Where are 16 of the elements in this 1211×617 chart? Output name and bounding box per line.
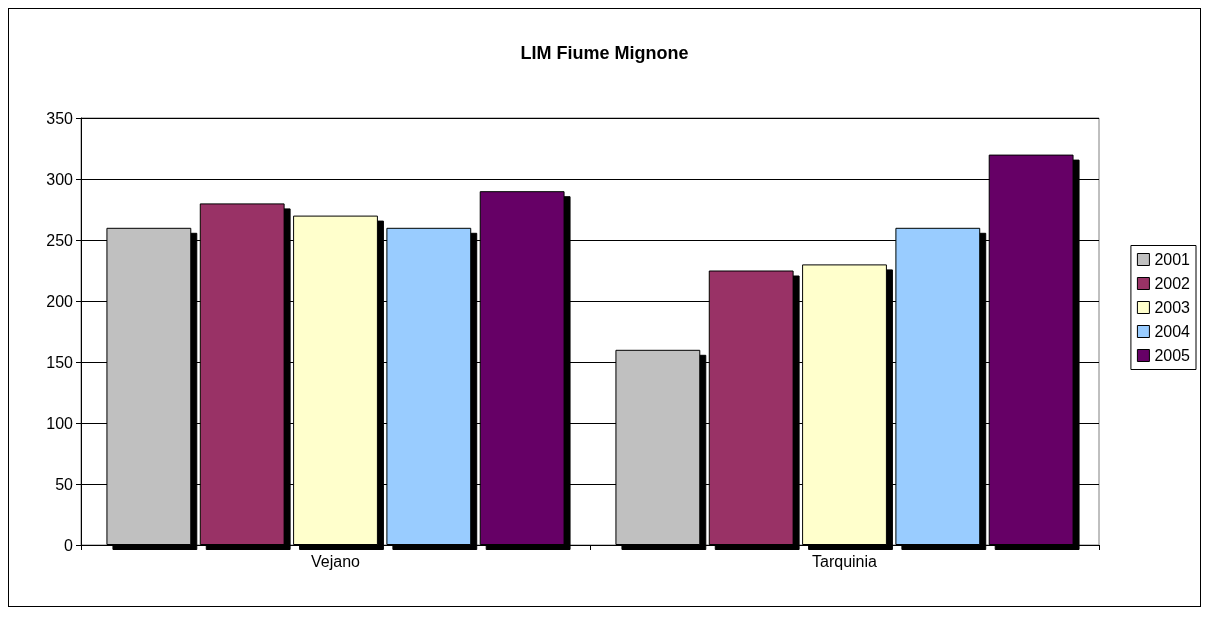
y-tick-label: 100 (46, 414, 74, 432)
y-tick-label: 350 (46, 109, 74, 127)
chart-title: LIM Fiume Mignone (520, 43, 689, 63)
x-tick-label: Tarquinia (812, 552, 878, 570)
legend-label: 2005 (1154, 347, 1191, 364)
y-tick-label: 150 (46, 353, 74, 371)
y-tick-label: 0 (64, 536, 74, 554)
y-tick-label: 200 (46, 292, 74, 310)
legend-label: 2003 (1154, 299, 1191, 316)
y-tick-label: 50 (55, 475, 74, 493)
y-tick-label: 250 (46, 231, 74, 249)
legend-label: 2002 (1154, 275, 1191, 292)
x-tick-label: Vejano (311, 552, 361, 570)
legend-label: 2001 (1154, 251, 1191, 268)
y-tick-label: 300 (46, 170, 74, 188)
legend-label: 2004 (1154, 323, 1191, 340)
